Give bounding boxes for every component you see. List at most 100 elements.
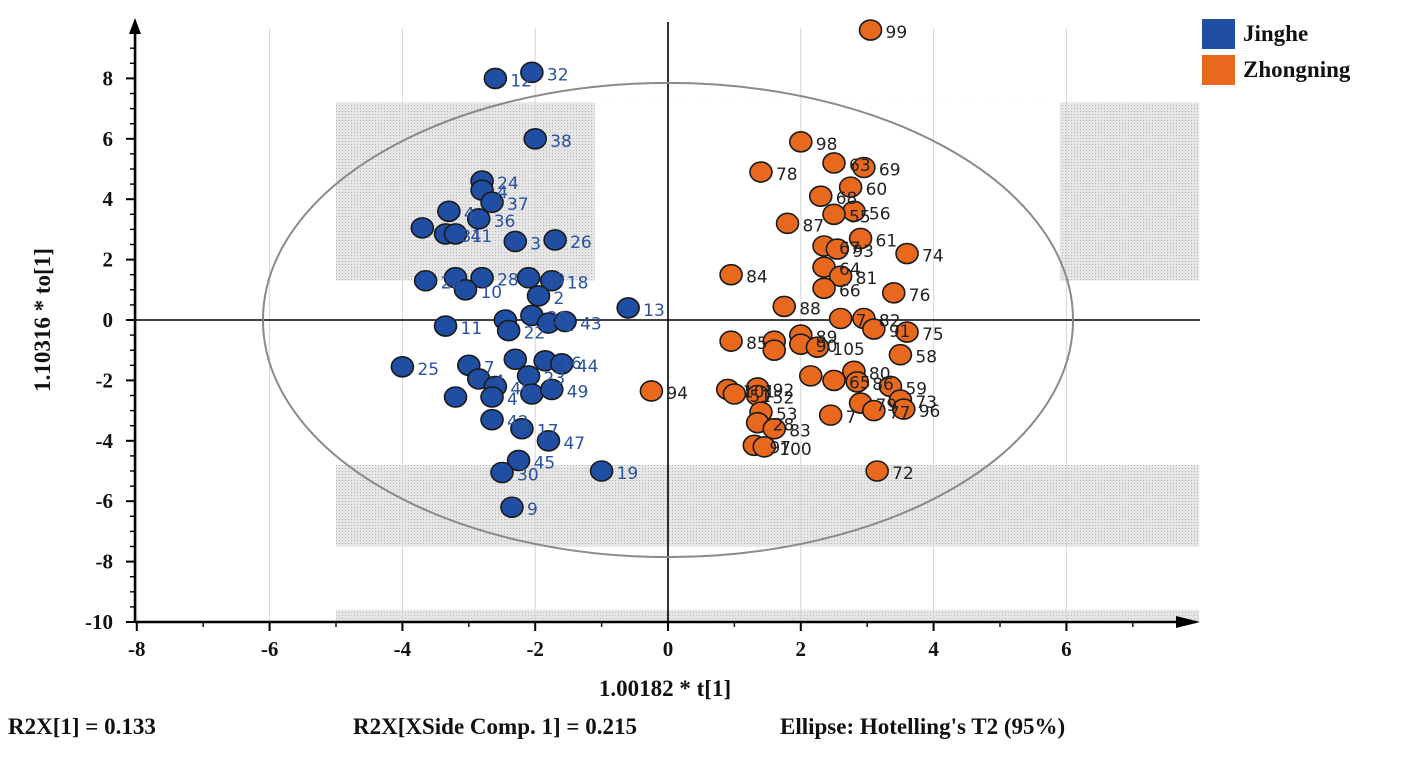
x-tick-label: 6 bbox=[1061, 637, 1072, 661]
point-label-zhongning: 61 bbox=[876, 231, 898, 251]
point-label-jinghe: 1 bbox=[563, 316, 574, 336]
point-label-zhongning: 55 bbox=[849, 207, 871, 227]
data-points bbox=[390, 19, 919, 519]
y-tick-label: 4 bbox=[103, 187, 114, 211]
point-label-jinghe: 10 bbox=[480, 283, 502, 303]
point-label-zhongning: 88 bbox=[799, 299, 821, 319]
legend-item-jinghe: Jinghe bbox=[1202, 19, 1308, 49]
point-label-zhongning: 67 bbox=[839, 239, 861, 259]
point-jinghe bbox=[549, 352, 574, 375]
y-tick-label: -4 bbox=[96, 429, 114, 453]
point-zhongning bbox=[822, 369, 846, 392]
point-label-zhongning: 78 bbox=[776, 165, 798, 185]
point-label-zhongning: 105 bbox=[832, 340, 864, 360]
point-label-zhongning: 66 bbox=[839, 281, 861, 301]
y-tick-label: 8 bbox=[103, 66, 114, 90]
point-label-jinghe: 16 bbox=[560, 354, 582, 374]
point-zhongning bbox=[888, 343, 913, 366]
point-label-jinghe: 22 bbox=[524, 324, 546, 344]
point-jinghe bbox=[453, 278, 478, 301]
point-label-zhongning: 92 bbox=[773, 381, 795, 401]
point-label-jinghe: 24 bbox=[497, 174, 519, 194]
point-zhongning bbox=[862, 318, 886, 340]
point-label-zhongning: 94 bbox=[666, 384, 688, 404]
point-jinghe bbox=[616, 297, 640, 319]
y-axis-arrow bbox=[129, 18, 141, 34]
point-zhongning bbox=[812, 277, 836, 300]
point-label-zhongning: 83 bbox=[789, 422, 811, 442]
point-label-jinghe: 2 bbox=[554, 289, 565, 309]
point-zhongning bbox=[719, 330, 743, 352]
point-jinghe bbox=[410, 217, 435, 239]
point-jinghe bbox=[510, 417, 534, 440]
point-label-jinghe: 7 bbox=[484, 358, 495, 378]
ellipse-note: Ellipse: Hotelling's T2 (95%) bbox=[780, 714, 1066, 739]
point-zhongning bbox=[845, 371, 870, 393]
point-zhongning bbox=[805, 336, 830, 358]
point-jinghe bbox=[413, 269, 438, 292]
point-label-zhongning: 82 bbox=[879, 311, 901, 331]
point-label-zhongning: 101 bbox=[743, 382, 775, 402]
point-jinghe bbox=[433, 315, 458, 337]
point-label-jinghe: 4 bbox=[494, 372, 505, 392]
point-zhongning bbox=[798, 365, 823, 387]
point-zhongning bbox=[818, 404, 843, 426]
point-zhongning bbox=[719, 263, 743, 286]
x-axis-arrow bbox=[1176, 616, 1200, 628]
point-zhongning bbox=[881, 282, 906, 304]
x-tick-label: -2 bbox=[526, 637, 544, 661]
x-tick-label: 0 bbox=[663, 637, 674, 661]
y-tick-label: 6 bbox=[103, 127, 114, 151]
y-tick-label: -2 bbox=[96, 368, 114, 392]
point-label-jinghe: 4 bbox=[464, 204, 475, 224]
hotelling-ellipse bbox=[261, 81, 1075, 559]
point-zhongning bbox=[762, 417, 787, 440]
point-label-jinghe: 4 bbox=[507, 390, 518, 410]
point-label-zhongning: 64 bbox=[839, 260, 861, 280]
point-zhongning bbox=[772, 295, 797, 318]
point-jinghe bbox=[543, 229, 567, 251]
point-label-zhongning: 52 bbox=[773, 389, 795, 409]
point-label-zhongning: 99 bbox=[886, 23, 908, 43]
y-tick-label: -6 bbox=[96, 489, 114, 513]
point-jinghe bbox=[553, 310, 577, 333]
point-label-zhongning: 98 bbox=[816, 135, 838, 155]
point-label-jinghe: 43 bbox=[580, 315, 602, 335]
point-jinghe bbox=[483, 67, 508, 90]
y-tick-label: -8 bbox=[96, 550, 114, 574]
point-zhongning bbox=[808, 185, 833, 207]
y-tick-label: 0 bbox=[103, 308, 114, 332]
point-label-jinghe: 3 bbox=[530, 234, 541, 254]
point-label-jinghe: 46 bbox=[510, 379, 532, 399]
point-label-zhongning: 72 bbox=[892, 464, 914, 484]
point-label-zhongning: 7 bbox=[846, 408, 857, 428]
point-jinghe bbox=[480, 386, 504, 408]
shaded-band-2 bbox=[336, 464, 1200, 547]
shaded-band-3 bbox=[336, 609, 1200, 622]
point-zhongning bbox=[775, 212, 800, 235]
point-label-jinghe: 42 bbox=[507, 413, 529, 433]
point-zhongning bbox=[762, 339, 787, 362]
point-label-zhongning: 100 bbox=[779, 440, 811, 460]
point-label-zhongning: 79 bbox=[876, 396, 898, 416]
point-zhongning bbox=[825, 238, 850, 260]
point-label-zhongning: 97 bbox=[769, 438, 791, 458]
point-jinghe bbox=[503, 348, 528, 371]
point-label-jinghe: 49 bbox=[567, 382, 589, 402]
legend-swatch-jinghe bbox=[1202, 19, 1235, 49]
legend-label-jinghe: Jinghe bbox=[1243, 21, 1309, 46]
point-label-zhongning: 56 bbox=[869, 204, 891, 224]
point-jinghe bbox=[466, 208, 491, 230]
y-tick-label: 2 bbox=[103, 248, 114, 272]
point-jinghe bbox=[480, 408, 504, 431]
point-label-zhongning: 69 bbox=[879, 160, 901, 180]
point-label-zhongning: 93 bbox=[852, 242, 874, 262]
point-zhongning bbox=[828, 265, 853, 288]
point-jinghe bbox=[539, 269, 564, 292]
point-label-zhongning: 89 bbox=[816, 328, 838, 348]
point-jinghe bbox=[390, 356, 415, 378]
point-label-jinghe: 20 bbox=[547, 308, 569, 328]
